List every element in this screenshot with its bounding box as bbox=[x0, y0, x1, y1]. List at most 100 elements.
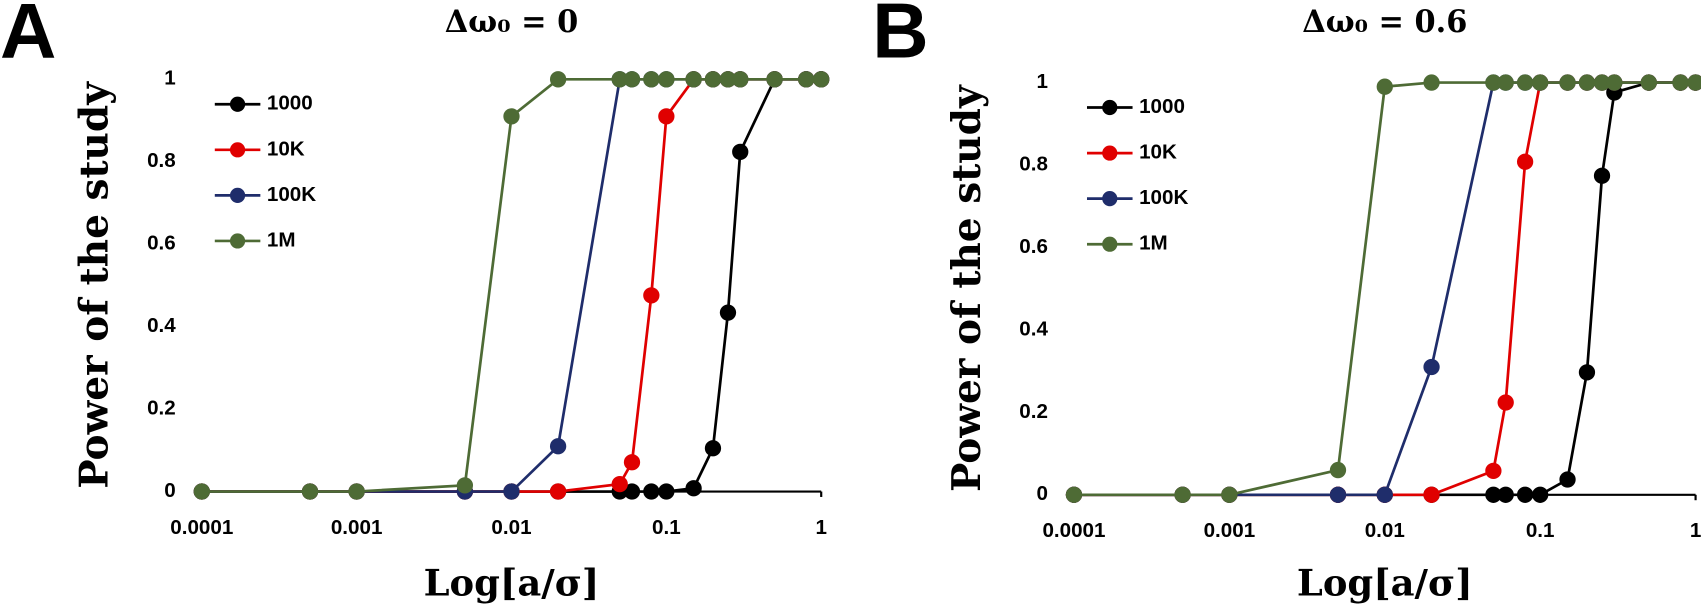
data-point bbox=[193, 483, 210, 500]
data-point bbox=[685, 71, 702, 88]
legend-label: 100K bbox=[1139, 186, 1188, 209]
y-tick-label: 0.6 bbox=[147, 232, 176, 255]
data-point bbox=[549, 483, 567, 500]
data-point bbox=[611, 71, 628, 88]
data-point bbox=[1376, 486, 1393, 503]
data-point bbox=[549, 438, 567, 455]
legend-marker bbox=[229, 96, 246, 112]
data-point bbox=[1174, 486, 1191, 503]
data-point bbox=[1606, 74, 1623, 91]
panel-label: A bbox=[0, 0, 56, 75]
data-point bbox=[1497, 74, 1514, 91]
y-tick-label: 0.8 bbox=[147, 149, 176, 172]
data-point bbox=[685, 480, 702, 497]
y-tick-label: 0.4 bbox=[1019, 317, 1048, 340]
y-tick-label: 1 bbox=[164, 67, 175, 90]
data-point bbox=[1329, 486, 1347, 503]
x-tick-label: 0.01 bbox=[1365, 519, 1405, 542]
data-point bbox=[1485, 486, 1502, 503]
data-point bbox=[1578, 364, 1596, 381]
legend-marker bbox=[1102, 236, 1118, 252]
data-point bbox=[623, 71, 641, 88]
legend-marker bbox=[1102, 145, 1118, 161]
legend-label: 1000 bbox=[267, 92, 313, 115]
x-axis-label: Log[a/σ] bbox=[1297, 560, 1473, 604]
chart-title: Δω₀ = 0 bbox=[445, 4, 578, 40]
data-point bbox=[1516, 486, 1534, 503]
data-point bbox=[643, 71, 660, 88]
data-point bbox=[798, 71, 815, 88]
data-point bbox=[1423, 74, 1440, 91]
data-point bbox=[1065, 486, 1083, 503]
legend-marker bbox=[229, 187, 246, 203]
data-point bbox=[1516, 153, 1534, 170]
y-axis-label: Power of the study bbox=[72, 81, 118, 489]
y-tick-label: 0 bbox=[164, 479, 175, 502]
data-point bbox=[1640, 74, 1657, 91]
y-tick-label: 0.6 bbox=[1019, 235, 1048, 258]
data-point bbox=[704, 440, 722, 457]
data-point bbox=[456, 477, 474, 494]
legend-marker bbox=[1102, 191, 1118, 207]
y-tick-label: 0.8 bbox=[1019, 152, 1048, 175]
y-tick-label: 0.2 bbox=[147, 397, 176, 420]
data-point bbox=[1578, 74, 1596, 91]
x-tick-label: 1 bbox=[815, 516, 826, 539]
x-tick-label: 1 bbox=[1690, 519, 1701, 542]
data-point bbox=[719, 71, 737, 88]
x-tick-label: 0.1 bbox=[1526, 519, 1555, 542]
data-point bbox=[732, 71, 749, 88]
panel: B Δω₀ = 0.6 Power of the study Log[a/σ] 0 0.2… bbox=[872, 0, 1701, 604]
data-point bbox=[1376, 78, 1393, 95]
x-tick-label: 0.0001 bbox=[1042, 519, 1105, 542]
legend-marker bbox=[229, 233, 246, 249]
data-point bbox=[503, 108, 520, 125]
y-tick-label: 0.2 bbox=[1019, 400, 1048, 423]
data-point bbox=[1532, 486, 1549, 503]
data-point bbox=[1532, 74, 1549, 91]
data-point bbox=[1329, 461, 1347, 479]
data-point bbox=[503, 483, 520, 500]
data-point bbox=[348, 483, 365, 500]
data-point bbox=[643, 483, 660, 500]
data-point bbox=[766, 71, 783, 88]
x-tick-label: 0.01 bbox=[491, 516, 531, 539]
chart-title: Δω₀ = 0.6 bbox=[1302, 4, 1467, 40]
y-tick-label: 0.4 bbox=[147, 314, 176, 337]
data-point bbox=[611, 475, 628, 493]
data-point bbox=[658, 483, 675, 500]
data-point bbox=[1516, 74, 1534, 91]
data-point bbox=[1559, 74, 1576, 91]
data-point bbox=[623, 454, 641, 471]
data-point bbox=[1559, 471, 1576, 488]
y-tick-label: 0 bbox=[1036, 482, 1047, 505]
data-point bbox=[1485, 462, 1502, 480]
data-point bbox=[1423, 358, 1440, 376]
data-point bbox=[719, 304, 737, 321]
data-point bbox=[732, 143, 749, 161]
legend-label: 100K bbox=[267, 183, 316, 206]
data-point bbox=[1687, 74, 1701, 91]
data-point bbox=[549, 71, 567, 88]
data-point bbox=[658, 108, 675, 125]
data-point bbox=[643, 287, 660, 304]
x-tick-label: 0.0001 bbox=[170, 516, 233, 539]
y-axis-label: Power of the study bbox=[944, 84, 990, 492]
panel-label: B bbox=[872, 0, 928, 75]
data-point bbox=[813, 71, 830, 88]
data-point bbox=[1423, 486, 1440, 503]
data-point bbox=[1485, 74, 1502, 91]
legend-marker bbox=[1102, 99, 1118, 116]
data-point bbox=[1593, 74, 1611, 91]
legend-label: 10K bbox=[1139, 141, 1177, 164]
data-point bbox=[1593, 167, 1611, 184]
legend-label: 10K bbox=[267, 137, 305, 160]
data-point bbox=[1497, 486, 1514, 503]
x-tick-label: 0.1 bbox=[652, 516, 681, 539]
data-point bbox=[1672, 74, 1689, 91]
data-point bbox=[1497, 394, 1514, 411]
x-tick-label: 0.001 bbox=[331, 516, 383, 539]
panel: A Δω₀ = 0 Power of the study Log[a/σ] 0 0.2 0.… bbox=[0, 0, 830, 604]
data-point bbox=[623, 483, 641, 500]
